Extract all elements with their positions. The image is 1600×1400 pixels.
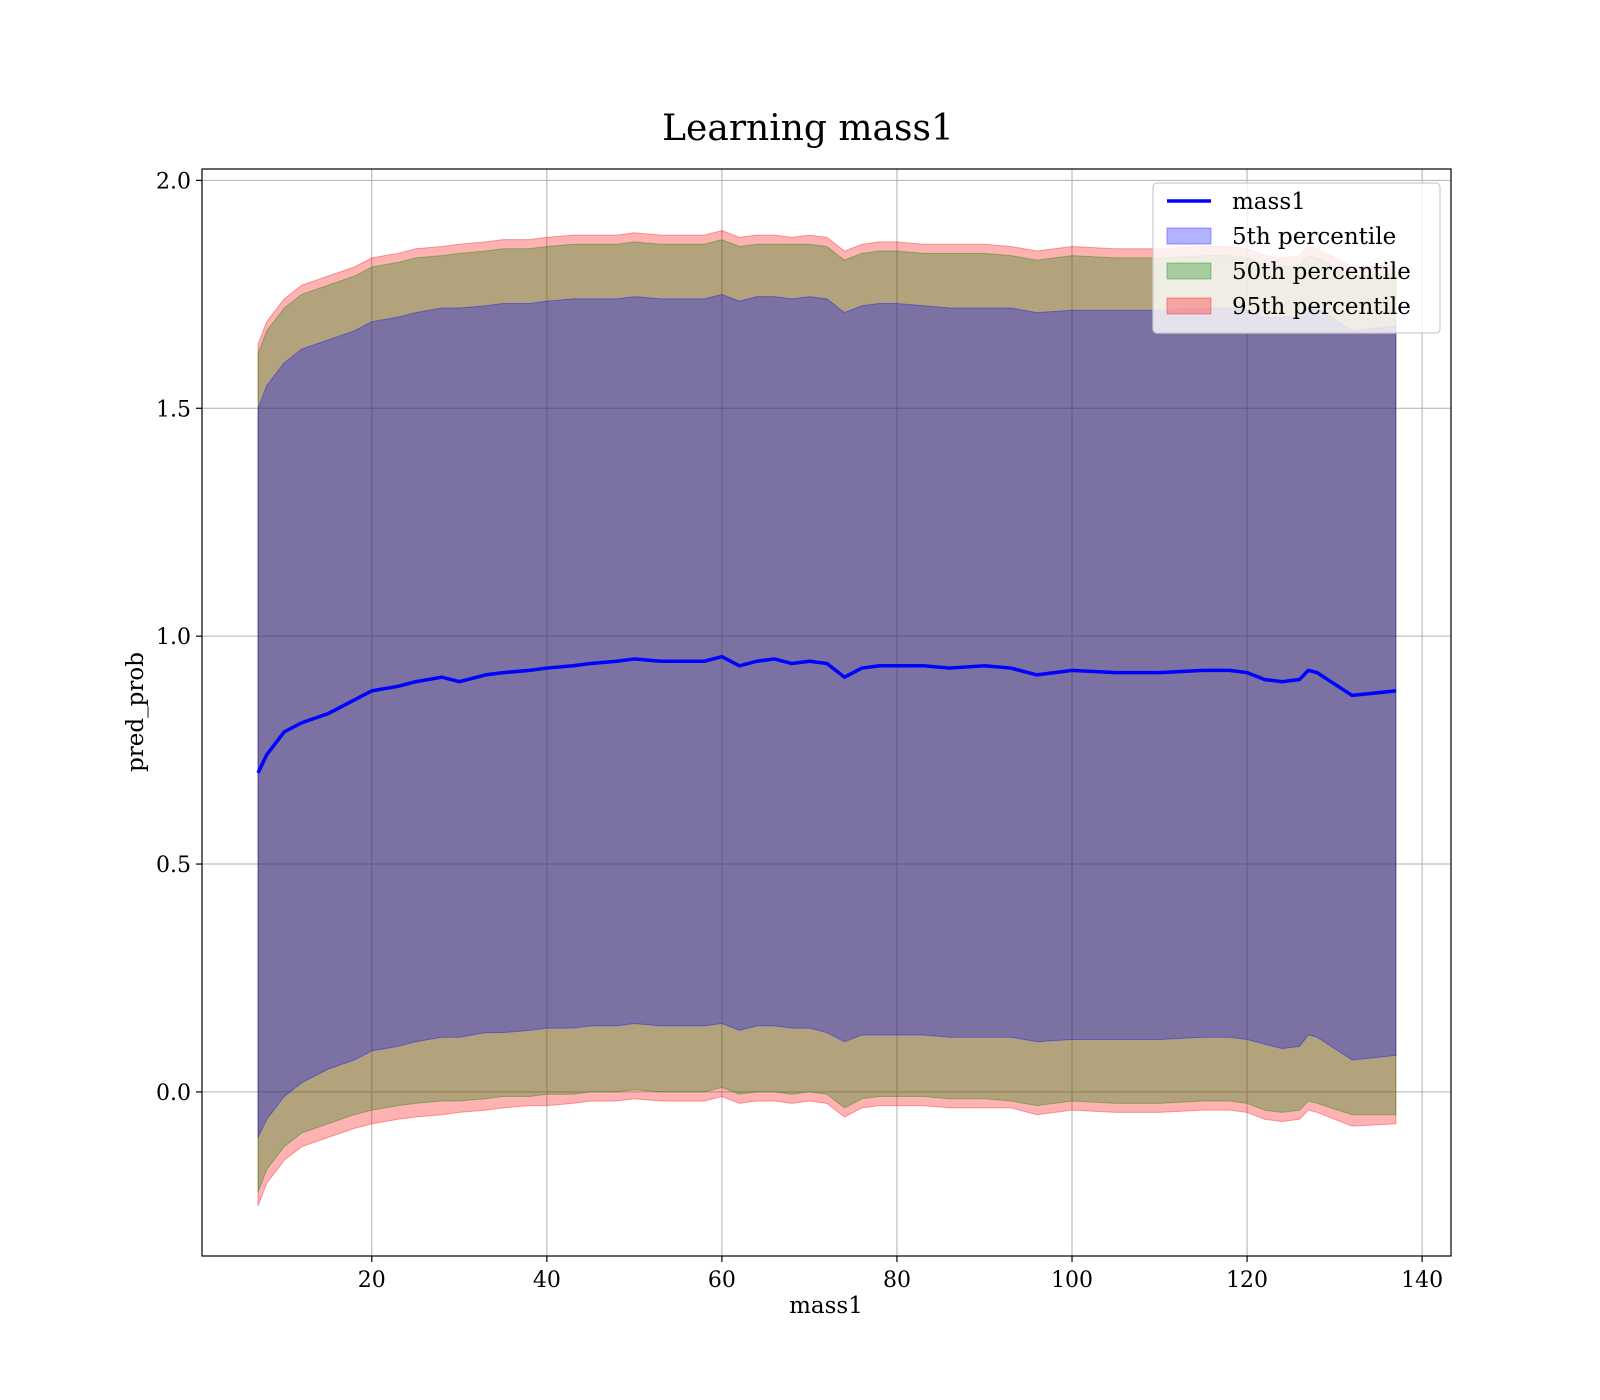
x-tick-label: 100: [1051, 1268, 1093, 1293]
y-tick-label: 0.0: [156, 1081, 191, 1106]
chart-title: Learning mass1: [662, 108, 954, 149]
y-tick-label: 0.5: [156, 853, 191, 878]
percentile-bands: [257, 230, 1397, 1207]
legend: mass1 5th percentile 50th percentile 95th p…: [1152, 182, 1441, 334]
x-axis-ticks: 20 40 60 80 100 120 140: [358, 1256, 1443, 1293]
plot-area: 20 40 60 80 100 120 140 0.0 0.5 1.0 1.5 2.0: [156, 168, 1452, 1293]
series-line-mass1: [256, 654, 1397, 774]
x-tick-label: 40: [533, 1268, 561, 1293]
y-tick-label: 1.5: [156, 397, 191, 422]
legend-label: mass1: [1232, 189, 1306, 215]
x-tick-label: 140: [1401, 1268, 1443, 1293]
y-tick-label: 2.0: [156, 169, 191, 194]
band-95th-percentile: [257, 230, 1397, 1207]
y-tick-label: 1.0: [156, 625, 191, 650]
legend-label: 50th percentile: [1232, 259, 1411, 285]
plot-frame: [201, 168, 1452, 1257]
legend-box: [1152, 182, 1441, 334]
x-tick-label: 80: [883, 1268, 911, 1293]
x-tick-label: 20: [358, 1268, 386, 1293]
legend-label: 95th percentile: [1232, 294, 1411, 320]
y-axis-ticks: 0.0 0.5 1.0 1.5 2.0: [156, 169, 202, 1106]
x-tick-label: 120: [1226, 1268, 1268, 1293]
legend-swatch-patch: [1166, 227, 1212, 245]
y-axis-label: pred_prob: [123, 652, 149, 772]
legend-swatch-patch: [1166, 262, 1212, 280]
series-lines: [256, 654, 1397, 774]
band-50th-percentile: [257, 239, 1397, 1193]
x-axis-label: mass1: [789, 1293, 863, 1319]
legend-swatch-patch: [1166, 297, 1212, 315]
band-5th-percentile: [257, 293, 1397, 1138]
x-tick-label: 60: [708, 1268, 736, 1293]
legend-label: 5th percentile: [1232, 224, 1396, 250]
grid: [202, 169, 1451, 1256]
plot-background: [202, 169, 1451, 1256]
